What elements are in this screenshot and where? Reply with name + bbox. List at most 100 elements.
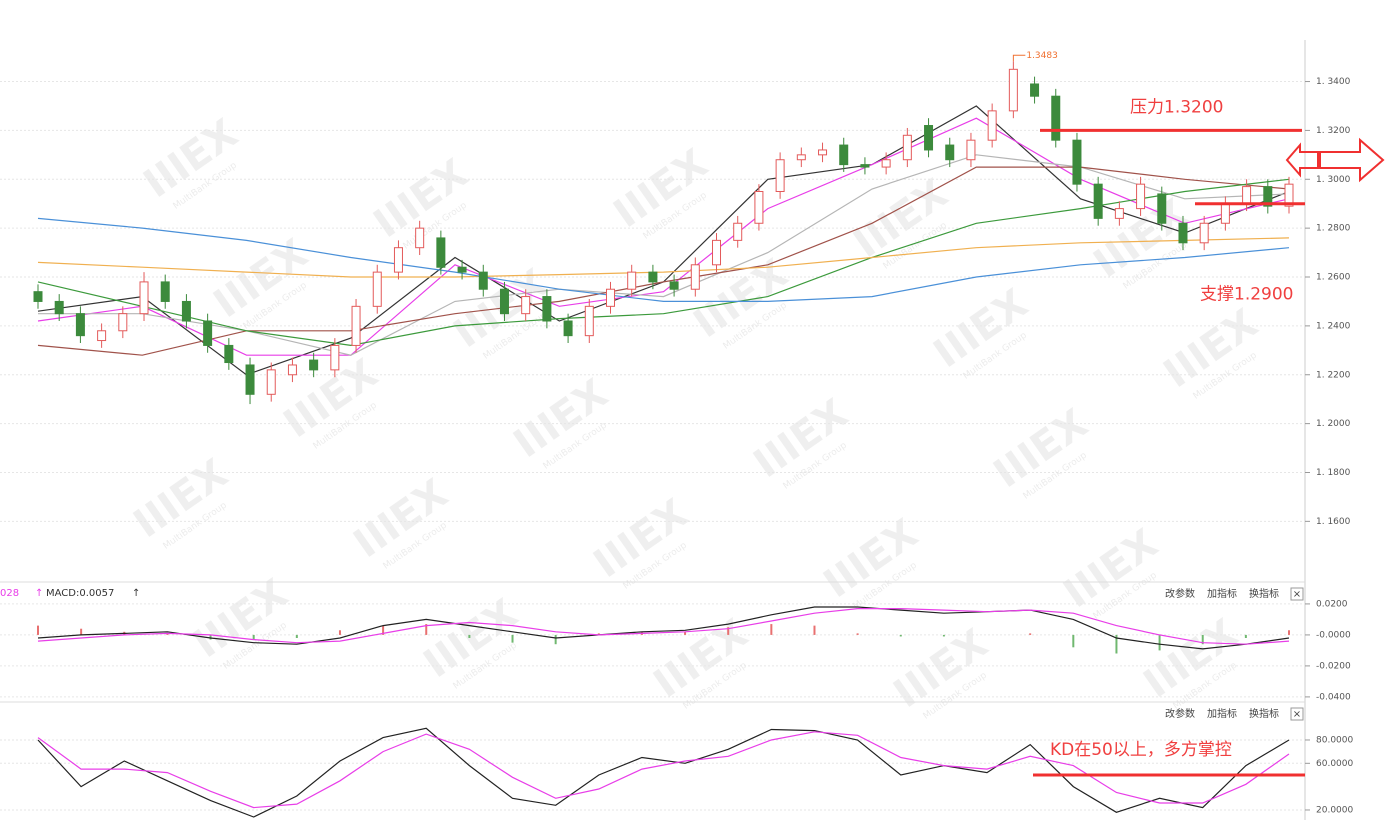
y-tick-label: 1. 3400	[1316, 77, 1351, 87]
max-label: 1.3483	[1026, 51, 1058, 61]
y-tick-label: 1. 1800	[1316, 468, 1351, 478]
y-tick-label: -0.0400	[1316, 692, 1351, 702]
arrow: ↑	[132, 588, 140, 599]
close-button[interactable]: ×	[1293, 589, 1301, 600]
y-tick-label: 60.0000	[1316, 759, 1353, 769]
candle-body	[860, 164, 870, 168]
candle-body	[648, 271, 658, 283]
close-box	[1290, 707, 1304, 721]
close-button[interactable]: ×	[1293, 709, 1301, 720]
y-tick-label: 1. 3200	[1316, 126, 1351, 136]
y-tick-label: 20.0000	[1316, 805, 1353, 815]
candle-body	[902, 134, 912, 161]
candle-body	[309, 359, 319, 371]
y-tick-label: 0.0200	[1316, 599, 1348, 609]
y-tick-label: 1. 2000	[1316, 419, 1351, 429]
toolbar-button[interactable]: 换指标	[1249, 707, 1279, 720]
candle-body	[1220, 203, 1230, 224]
toolbar-button[interactable]: 改参数	[1165, 587, 1195, 600]
candle-body	[54, 300, 64, 315]
candle-body	[733, 222, 743, 241]
candle-body	[945, 144, 955, 161]
candle-body	[775, 159, 785, 192]
candle-body	[669, 281, 679, 290]
kd-line	[37, 727, 1290, 818]
ma-line	[37, 178, 1290, 347]
candle-body	[351, 305, 361, 346]
candle-body	[987, 110, 997, 141]
candle-body	[584, 305, 594, 337]
resistance-label: 压力1.3200	[1130, 97, 1223, 117]
candle-body	[436, 237, 446, 268]
candle-body	[372, 271, 382, 307]
y-tick-label: 1. 1600	[1316, 517, 1351, 527]
y-tick-label: 1. 2400	[1316, 321, 1351, 331]
candle-body	[605, 288, 615, 307]
candle-body	[1263, 186, 1273, 207]
candle-body	[118, 313, 128, 332]
y-tick-label: -0.0200	[1316, 661, 1351, 671]
candle-body	[224, 344, 234, 364]
candle-body	[97, 330, 107, 342]
max-leader	[1012, 54, 1026, 62]
candle-body	[839, 144, 849, 166]
candle-body	[160, 281, 170, 302]
candle-body	[245, 364, 255, 395]
y-tick-label: -0.0000	[1316, 630, 1351, 640]
candle-body	[1284, 183, 1294, 207]
candle-body	[181, 300, 191, 322]
toolbar-button[interactable]: 加指标	[1207, 587, 1237, 600]
candle-body	[881, 159, 891, 168]
ma-line	[37, 237, 1290, 278]
candle-body	[521, 296, 531, 315]
y-tick-label: 1. 2600	[1316, 273, 1351, 283]
candle-body	[1199, 222, 1209, 244]
arrow: ↑	[35, 588, 43, 599]
candle-body	[966, 139, 976, 161]
ma-line	[37, 217, 1290, 302]
candle-body	[1178, 222, 1188, 244]
candle-body	[563, 320, 573, 337]
candle-body	[330, 344, 340, 371]
candle-body	[818, 149, 828, 156]
toolbar-button[interactable]: 换指标	[1249, 587, 1279, 600]
toolbar-button[interactable]: 改参数	[1165, 707, 1195, 720]
candle-body	[1008, 68, 1018, 112]
candle-body	[478, 271, 488, 290]
candle-body	[754, 190, 764, 224]
y-tick-label: 1. 2200	[1316, 370, 1351, 380]
arrow-shape	[1285, 142, 1321, 178]
y-tick-label: 80.0000	[1316, 735, 1353, 745]
arrow-shape	[1317, 137, 1385, 183]
candle-body	[1072, 139, 1082, 185]
toolbar-button[interactable]: 加指标	[1207, 707, 1237, 720]
macd-line	[37, 606, 1290, 650]
candle-body	[139, 281, 149, 315]
candle-body	[33, 291, 43, 302]
macd-line	[37, 608, 1290, 645]
candle-body	[1242, 186, 1252, 205]
macd-prefix: 028	[0, 588, 19, 599]
candle-body	[1157, 193, 1167, 224]
y-tick-label: 1. 2800	[1316, 224, 1351, 234]
support-label: 支撑1.2900	[1200, 285, 1293, 305]
candle-body	[1114, 208, 1124, 219]
candle-body	[415, 227, 425, 249]
candle-body	[393, 247, 403, 273]
kd-line	[37, 731, 1290, 809]
candle-body	[457, 266, 467, 273]
candle-body	[712, 239, 722, 266]
candle-body	[1136, 183, 1146, 210]
candle-body	[796, 154, 806, 161]
candle-body	[627, 271, 637, 290]
y-tick-label: 1. 3000	[1316, 175, 1351, 185]
candle-body	[1030, 83, 1040, 97]
candle-body	[542, 296, 552, 322]
candle-body	[499, 288, 509, 315]
annotation-label: KD在50以上，多方掌控	[1050, 740, 1232, 760]
candle-body	[203, 320, 213, 346]
candle-body	[266, 369, 276, 395]
candle-body	[924, 125, 934, 151]
candle-body	[1051, 95, 1061, 141]
